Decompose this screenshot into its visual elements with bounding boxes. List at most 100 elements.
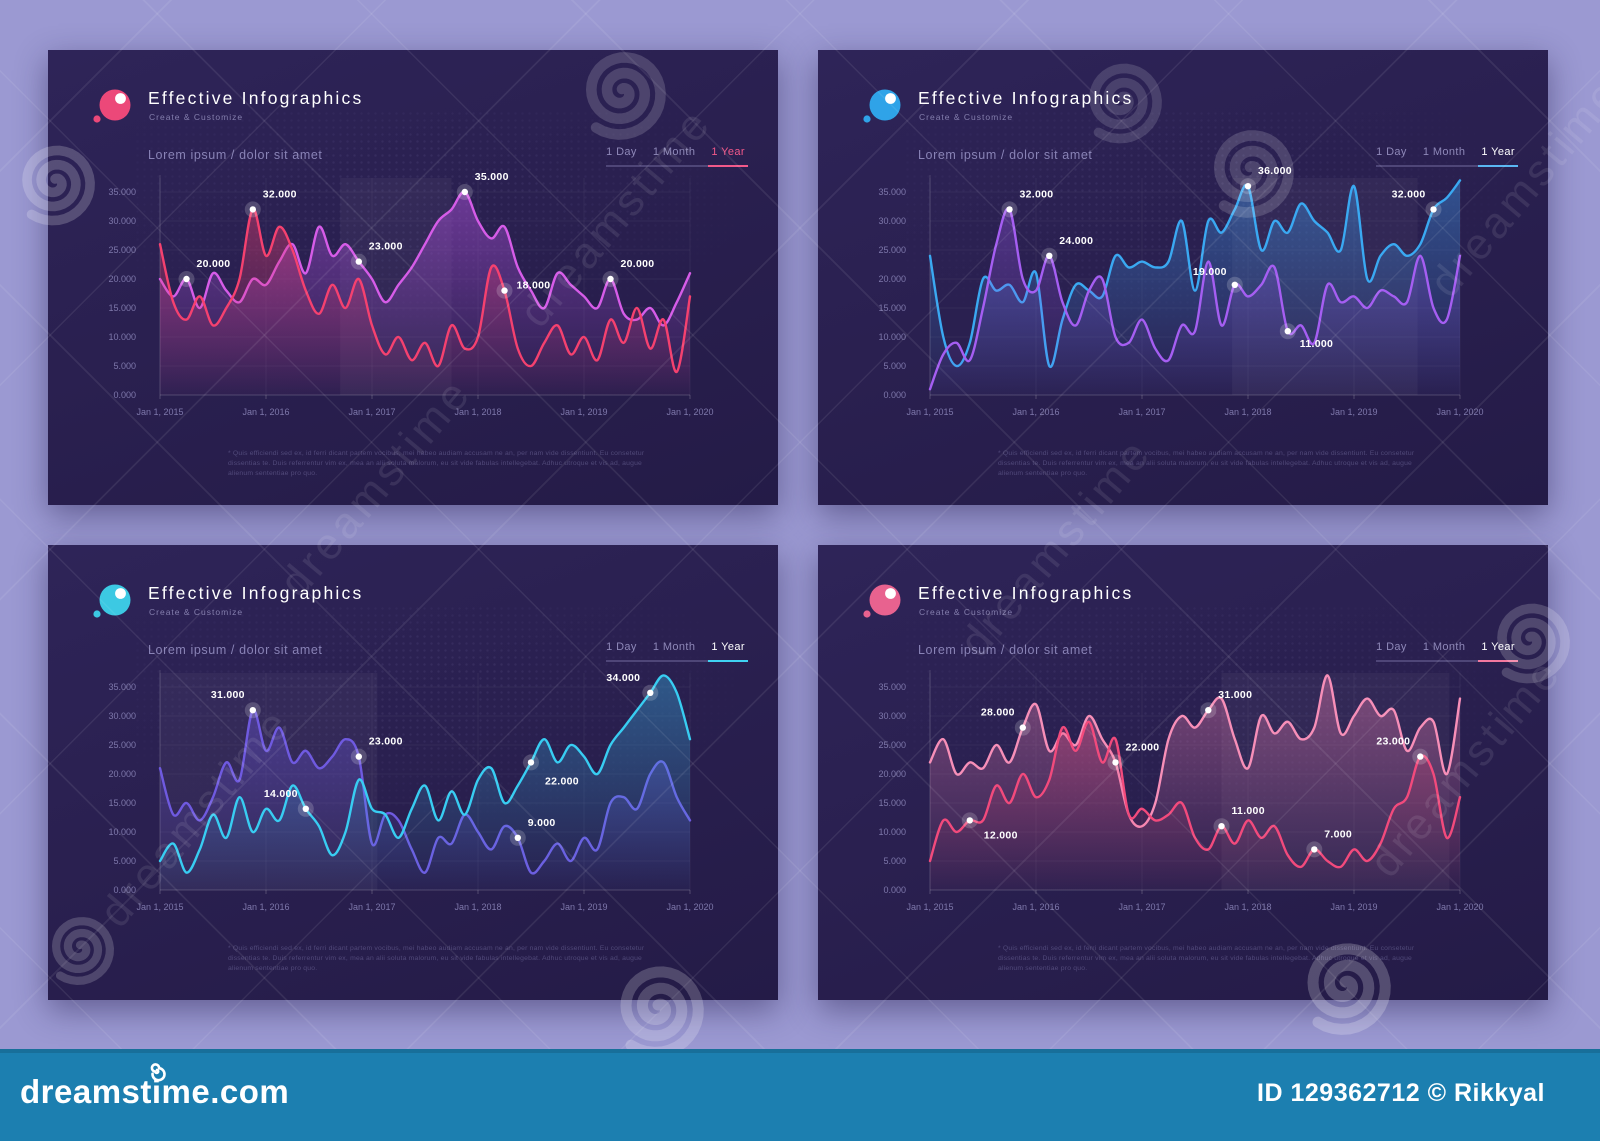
svg-text:Jan 1, 2016: Jan 1, 2016 [1012,407,1059,417]
svg-text:30.000: 30.000 [878,216,906,226]
svg-text:25.000: 25.000 [108,740,136,750]
data-point-marker [527,759,535,766]
series-line-2 [928,207,1462,391]
data-point-annotation: 31.000 [211,689,261,719]
line-chart: 35.000 30.000 25.000 20.000 15.000 10.000 5.00… [878,165,1483,417]
annotation-label: 7.000 [1324,828,1352,840]
svg-text:5.000: 5.000 [113,361,136,371]
data-point-marker [514,834,521,841]
annotation-label: 36.000 [1258,165,1292,177]
svg-text:Jan 1, 2019: Jan 1, 2019 [560,407,607,417]
tab-1-day[interactable]: 1 Day [1376,146,1407,158]
data-point-annotation: 32.000 [1392,188,1442,218]
tab-1-month[interactable]: 1 Month [1422,641,1466,653]
data-point-marker [1205,707,1212,714]
footer-note: * Quis efficiendi sed ex, id ferri dican… [228,450,645,478]
data-point-annotation: 32.000 [244,188,297,218]
svg-text:30.000: 30.000 [108,711,136,721]
svg-text:10.000: 10.000 [878,332,906,342]
panel-title: Effective Infographics [918,583,1134,603]
annotation-label: 19.000 [1193,266,1227,278]
annotation-label: 9.000 [528,817,556,829]
footer-note: * Quis efficiendi sed ex, id ferri dican… [228,945,645,973]
data-point-annotation: 31.000 [1200,689,1252,719]
data-point-annotation: 22.000 [523,754,579,787]
data-point-annotation: 7.000 [1306,828,1352,858]
data-point-annotation: 22.000 [1107,741,1160,771]
image-credit: ID 129362712 © Rikkyal [1257,1079,1545,1107]
svg-text:10.000: 10.000 [108,827,136,837]
data-point-annotation: 11.000 [1213,805,1265,835]
annotation-label: 22.000 [1126,741,1160,753]
svg-text:30.000: 30.000 [878,711,906,721]
annotation-label: 20.000 [621,258,655,270]
tab-1-day[interactable]: 1 Day [606,641,637,653]
data-point-annotation: 20.000 [602,258,655,287]
brand-logo-icon [93,89,131,123]
data-point-annotation: 20.000 [178,258,230,287]
time-range-tabs: 1 Day 1 Month 1 Year [1376,146,1518,167]
svg-text:Jan 1, 2015: Jan 1, 2015 [906,902,953,912]
tab-1-year[interactable]: 1 Year [708,641,748,662]
svg-text:Jan 1, 2017: Jan 1, 2017 [1118,407,1165,417]
chart-label: Lorem ipsum / dolor sit amet [918,643,1093,657]
y-axis-labels: 35.000 30.000 25.000 20.000 15.000 10.000 5.00… [878,187,906,400]
data-point-marker [1311,846,1318,853]
svg-text:Jan 1, 2015: Jan 1, 2015 [136,902,183,912]
svg-text:Jan 1, 2019: Jan 1, 2019 [560,902,607,912]
svg-text:0.000: 0.000 [883,390,906,400]
data-point-annotation: 36.000 [1240,165,1292,195]
watermark-bar: dreamstime.com ID 129362712 © Rikkyal [0,1049,1600,1141]
tab-1-year[interactable]: 1 Year [1478,146,1518,167]
footer-note: * Quis efficiendi sed ex, id ferri dican… [998,945,1415,973]
data-point-annotation: 14.000 [264,788,314,817]
tab-1-month[interactable]: 1 Month [1422,146,1466,158]
chart-label: Lorem ipsum / dolor sit amet [148,643,323,657]
svg-text:5.000: 5.000 [113,856,136,866]
annotation-label: 12.000 [984,829,1018,841]
series-area-2 [160,209,690,395]
brand-logo-icon [93,584,131,618]
data-point-marker [1218,823,1225,830]
series-area-2 [930,208,1460,395]
data-point-marker [1112,759,1119,766]
svg-text:0.000: 0.000 [113,885,136,895]
tab-1-day[interactable]: 1 Day [606,146,637,158]
svg-text:0.000: 0.000 [883,885,906,895]
spiral-icon [150,1063,166,1082]
data-point-annotation: 24.000 [1041,235,1093,264]
tab-1-year[interactable]: 1 Year [708,146,748,167]
panel-title: Effective Infographics [148,583,364,603]
annotation-label: 32.000 [263,188,297,200]
svg-text:25.000: 25.000 [878,740,906,750]
data-point-marker [302,805,309,812]
panel-subtitle: Create & Customize [149,607,244,617]
svg-text:Jan 1, 2015: Jan 1, 2015 [136,407,183,417]
svg-text:Jan 1, 2015: Jan 1, 2015 [906,407,953,417]
annotation-label: 11.000 [1300,338,1333,350]
panel-subtitle: Create & Customize [149,112,244,122]
annotation-label: 34.000 [606,672,640,684]
tab-1-day[interactable]: 1 Day [1376,641,1407,653]
x-axis-labels: Jan 1, 2015 Jan 1, 2016 Jan 1, 2017 Jan 1, … [136,395,714,417]
annotation-label: 23.000 [1376,736,1410,748]
svg-text:Jan 1, 2016: Jan 1, 2016 [242,407,289,417]
svg-text:35.000: 35.000 [108,682,136,692]
data-point-marker [966,817,973,824]
data-point-marker [607,275,614,283]
tab-1-month[interactable]: 1 Month [652,146,696,158]
series-area-2 [160,675,690,890]
svg-text:Jan 1, 2018: Jan 1, 2018 [454,407,501,417]
tab-1-year[interactable]: 1 Year [1478,641,1518,662]
data-point-marker [1231,281,1238,288]
annotation-label: 18.000 [517,280,551,292]
active-tab-underline [708,165,748,167]
data-point-annotation: 34.000 [606,672,659,701]
tab-1-month[interactable]: 1 Month [652,641,696,653]
data-point-marker [1244,183,1252,190]
annotation-label: 32.000 [1392,188,1426,200]
svg-text:15.000: 15.000 [878,303,906,313]
svg-text:Jan 1, 2020: Jan 1, 2020 [1436,902,1483,912]
infographic-panel-top-right: Effective Infographics Create & Customiz… [818,50,1548,505]
svg-text:20.000: 20.000 [108,769,136,779]
